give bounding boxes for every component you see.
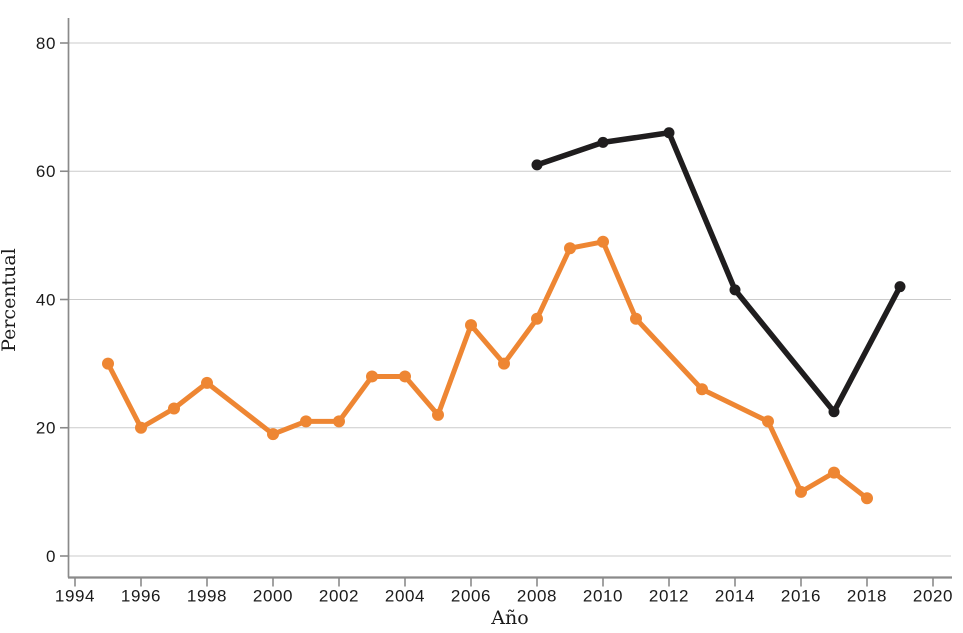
x-tick-label: 1998 — [187, 587, 227, 606]
x-tick-label: 1996 — [121, 587, 161, 606]
y-tick-label: 20 — [36, 419, 56, 438]
x-tick-label: 1994 — [55, 587, 95, 606]
x-tick-label: 2014 — [715, 587, 755, 606]
y-axis-ticks: 0 20 40 60 80 — [36, 34, 68, 566]
x-tick-label: 2006 — [451, 587, 491, 606]
black-line-marker — [663, 127, 675, 139]
y-tick-label: 80 — [36, 34, 56, 53]
y-axis-title: Percentual — [0, 248, 20, 352]
orange-line-marker — [168, 402, 180, 415]
x-tick-label: 2000 — [253, 587, 293, 606]
x-axis-ticks: 1994 1996 1998 2000 2002 2004 2006 2008 2010 2012… — [55, 578, 953, 606]
y-tick-label: 60 — [36, 162, 56, 181]
orange-line-marker — [861, 492, 873, 505]
orange-line-marker — [597, 235, 609, 248]
orange-line-marker — [399, 370, 411, 383]
orange-line-marker — [267, 428, 279, 441]
x-tick-label: 2002 — [319, 587, 359, 606]
x-tick-label: 2010 — [583, 587, 623, 606]
orange-line-path — [105, 239, 870, 501]
data-series — [102, 127, 906, 505]
axes — [67, 18, 952, 579]
x-tick-label: 2016 — [781, 587, 821, 606]
gridlines — [68, 42, 951, 557]
orange-line-marker — [696, 383, 708, 396]
x-tick-label: 2004 — [385, 587, 425, 606]
orange-line-marker — [432, 408, 444, 421]
x-tick-label: 2018 — [847, 587, 887, 606]
black-line-marker — [531, 159, 543, 171]
x-axis-title: Año — [490, 607, 528, 629]
x-tick-label: 2020 — [913, 587, 953, 606]
x-tick-label: 2008 — [517, 587, 557, 606]
black-line-marker — [729, 284, 741, 296]
black-line-path — [534, 130, 903, 415]
orange-line-marker — [366, 370, 378, 383]
black-line-marker — [894, 281, 906, 293]
y-tick-label: 40 — [36, 290, 56, 309]
y-tick-label: 0 — [46, 547, 56, 566]
orange-line-marker — [135, 421, 147, 434]
orange-line-marker — [201, 376, 213, 389]
orange-line-marker — [102, 357, 114, 370]
orange-line-marker — [531, 312, 543, 325]
x-tick-label: 2012 — [649, 587, 689, 606]
orange-line-marker — [465, 319, 477, 332]
orange-line-marker — [762, 415, 774, 428]
black-line-marker — [597, 136, 609, 148]
orange-line-marker — [300, 415, 312, 428]
orange-line-marker — [333, 415, 345, 428]
orange-line-marker — [828, 466, 840, 479]
black-line-marker — [828, 406, 840, 418]
orange-line-marker — [564, 242, 576, 255]
orange-line-marker — [498, 357, 510, 370]
orange-line-marker — [630, 312, 642, 325]
orange-line-marker — [795, 485, 807, 498]
